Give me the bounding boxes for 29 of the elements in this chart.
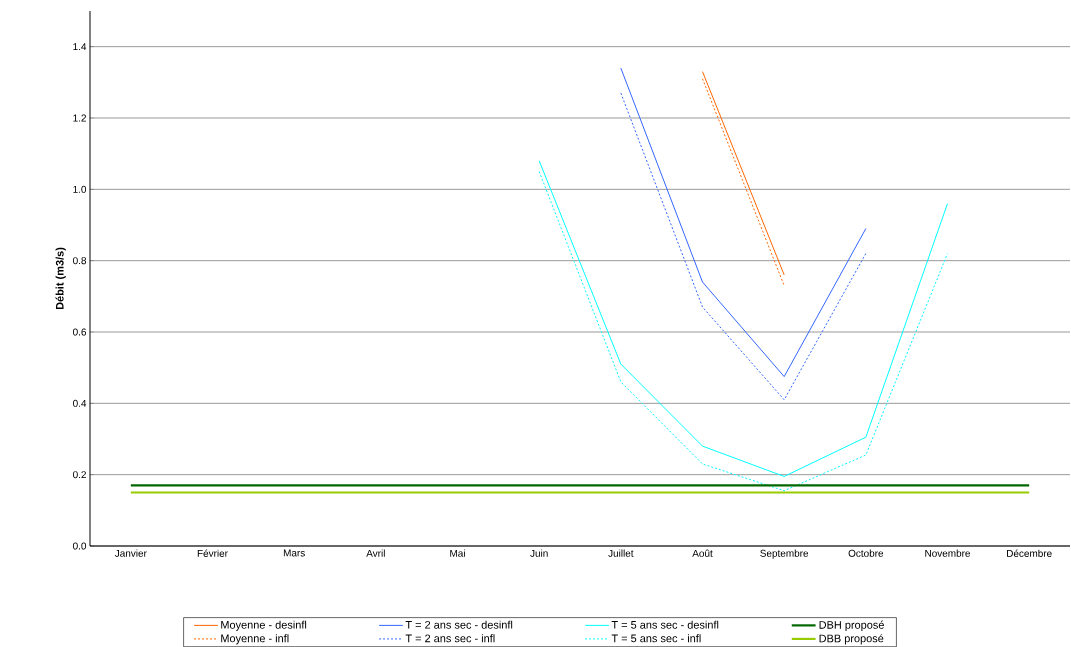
y-tick-label: 1.2: [73, 114, 86, 122]
legend-label: Moyenne - infl: [221, 634, 289, 645]
x-tick-label: Juillet: [608, 549, 634, 557]
x-tick-label: Mars: [283, 549, 305, 557]
x-tick-label: Février: [197, 549, 228, 557]
legend-label: DBB proposé: [819, 634, 884, 645]
y-tick-label: 0.6: [73, 328, 87, 336]
y-tick-label: 0.0: [73, 542, 87, 550]
y-tick-label: 0.4: [73, 399, 87, 407]
legend-label: T = 5 ans sec - infl: [611, 634, 701, 643]
legend-label: T = 2 ans sec - infl: [405, 634, 495, 643]
legend-label: Moyenne - desinfl: [221, 620, 307, 631]
legend-label: T = 5 ans sec - desinfl: [611, 620, 719, 629]
x-tick-label: Septembre: [760, 549, 809, 559]
x-tick-label: Juin: [530, 549, 548, 557]
x-tick-label: Décembre: [1007, 549, 1052, 557]
x-tick-label: Mai: [450, 549, 465, 557]
y-tick-label: 0.2: [73, 471, 86, 479]
legend-label: DBH proposé: [819, 620, 884, 631]
x-tick-label: Janvier: [114, 549, 147, 557]
y-tick-label: 1.0: [73, 185, 87, 193]
x-tick-label: Avril: [366, 549, 385, 557]
y-axis-title: Débit (m3/s): [55, 247, 66, 310]
x-tick-label: Novembre: [925, 549, 971, 557]
y-tick-label: 1.4: [73, 43, 87, 51]
x-tick-label: Août: [692, 549, 713, 557]
y-tick-label: 0.8: [73, 257, 87, 265]
x-tick-label: Octobre: [848, 549, 884, 557]
legend-label: T = 2 ans sec - desinfl: [405, 620, 513, 629]
